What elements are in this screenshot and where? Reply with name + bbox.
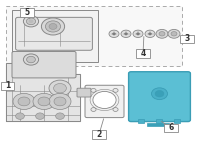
Bar	[147, 123, 169, 126]
Circle shape	[18, 97, 30, 106]
Text: 1: 1	[5, 81, 10, 91]
Text: 4: 4	[140, 49, 146, 58]
Bar	[92, 130, 106, 139]
Circle shape	[29, 20, 33, 23]
Circle shape	[159, 32, 165, 36]
Circle shape	[23, 54, 39, 65]
FancyBboxPatch shape	[12, 51, 76, 78]
Circle shape	[109, 30, 119, 37]
Circle shape	[33, 93, 55, 110]
Bar	[1, 82, 14, 90]
Circle shape	[56, 113, 64, 119]
Circle shape	[93, 91, 116, 108]
Text: 5: 5	[24, 8, 30, 17]
Circle shape	[148, 32, 152, 35]
Text: 6: 6	[168, 123, 174, 132]
Circle shape	[38, 97, 50, 106]
Circle shape	[45, 21, 61, 32]
Circle shape	[26, 18, 36, 25]
Bar	[20, 8, 34, 17]
Bar	[156, 119, 162, 123]
Circle shape	[113, 108, 118, 111]
Circle shape	[168, 29, 180, 38]
Circle shape	[152, 88, 168, 100]
Bar	[180, 35, 194, 43]
Circle shape	[16, 113, 24, 119]
Text: 2: 2	[96, 130, 102, 139]
Circle shape	[156, 29, 168, 38]
Circle shape	[136, 32, 140, 35]
Circle shape	[133, 30, 143, 37]
FancyBboxPatch shape	[16, 17, 92, 50]
Bar	[138, 119, 144, 123]
Circle shape	[49, 24, 57, 29]
Circle shape	[121, 30, 131, 37]
Circle shape	[91, 88, 96, 92]
Circle shape	[155, 90, 164, 97]
Circle shape	[49, 93, 71, 110]
Bar	[174, 119, 180, 123]
Text: 3: 3	[184, 34, 190, 44]
Circle shape	[41, 18, 65, 35]
Circle shape	[27, 56, 35, 63]
Circle shape	[171, 32, 177, 36]
Bar	[136, 49, 150, 58]
Bar	[6, 6, 182, 66]
Circle shape	[36, 113, 44, 119]
Circle shape	[49, 80, 71, 96]
Circle shape	[113, 88, 118, 92]
Bar	[164, 124, 178, 132]
Polygon shape	[6, 63, 80, 121]
Circle shape	[91, 108, 96, 111]
Circle shape	[54, 97, 66, 106]
Circle shape	[112, 32, 116, 35]
Circle shape	[124, 32, 128, 35]
Circle shape	[54, 83, 66, 93]
FancyBboxPatch shape	[85, 85, 124, 118]
Circle shape	[23, 16, 39, 27]
FancyBboxPatch shape	[77, 88, 91, 97]
Bar	[12, 10, 98, 62]
Circle shape	[13, 93, 35, 110]
Circle shape	[145, 30, 155, 37]
FancyBboxPatch shape	[129, 72, 190, 122]
